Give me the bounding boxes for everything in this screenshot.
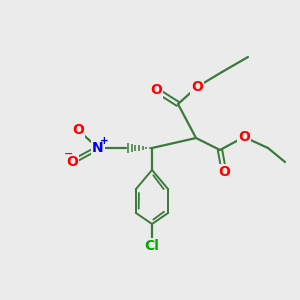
Text: +: + bbox=[100, 136, 108, 146]
Text: N: N bbox=[92, 141, 104, 155]
Text: −: − bbox=[64, 149, 74, 159]
Text: O: O bbox=[150, 83, 162, 97]
Text: O: O bbox=[238, 130, 250, 144]
Text: O: O bbox=[66, 155, 78, 169]
Text: O: O bbox=[191, 80, 203, 94]
Text: O: O bbox=[218, 165, 230, 179]
Text: Cl: Cl bbox=[145, 239, 159, 253]
Text: O: O bbox=[72, 123, 84, 137]
